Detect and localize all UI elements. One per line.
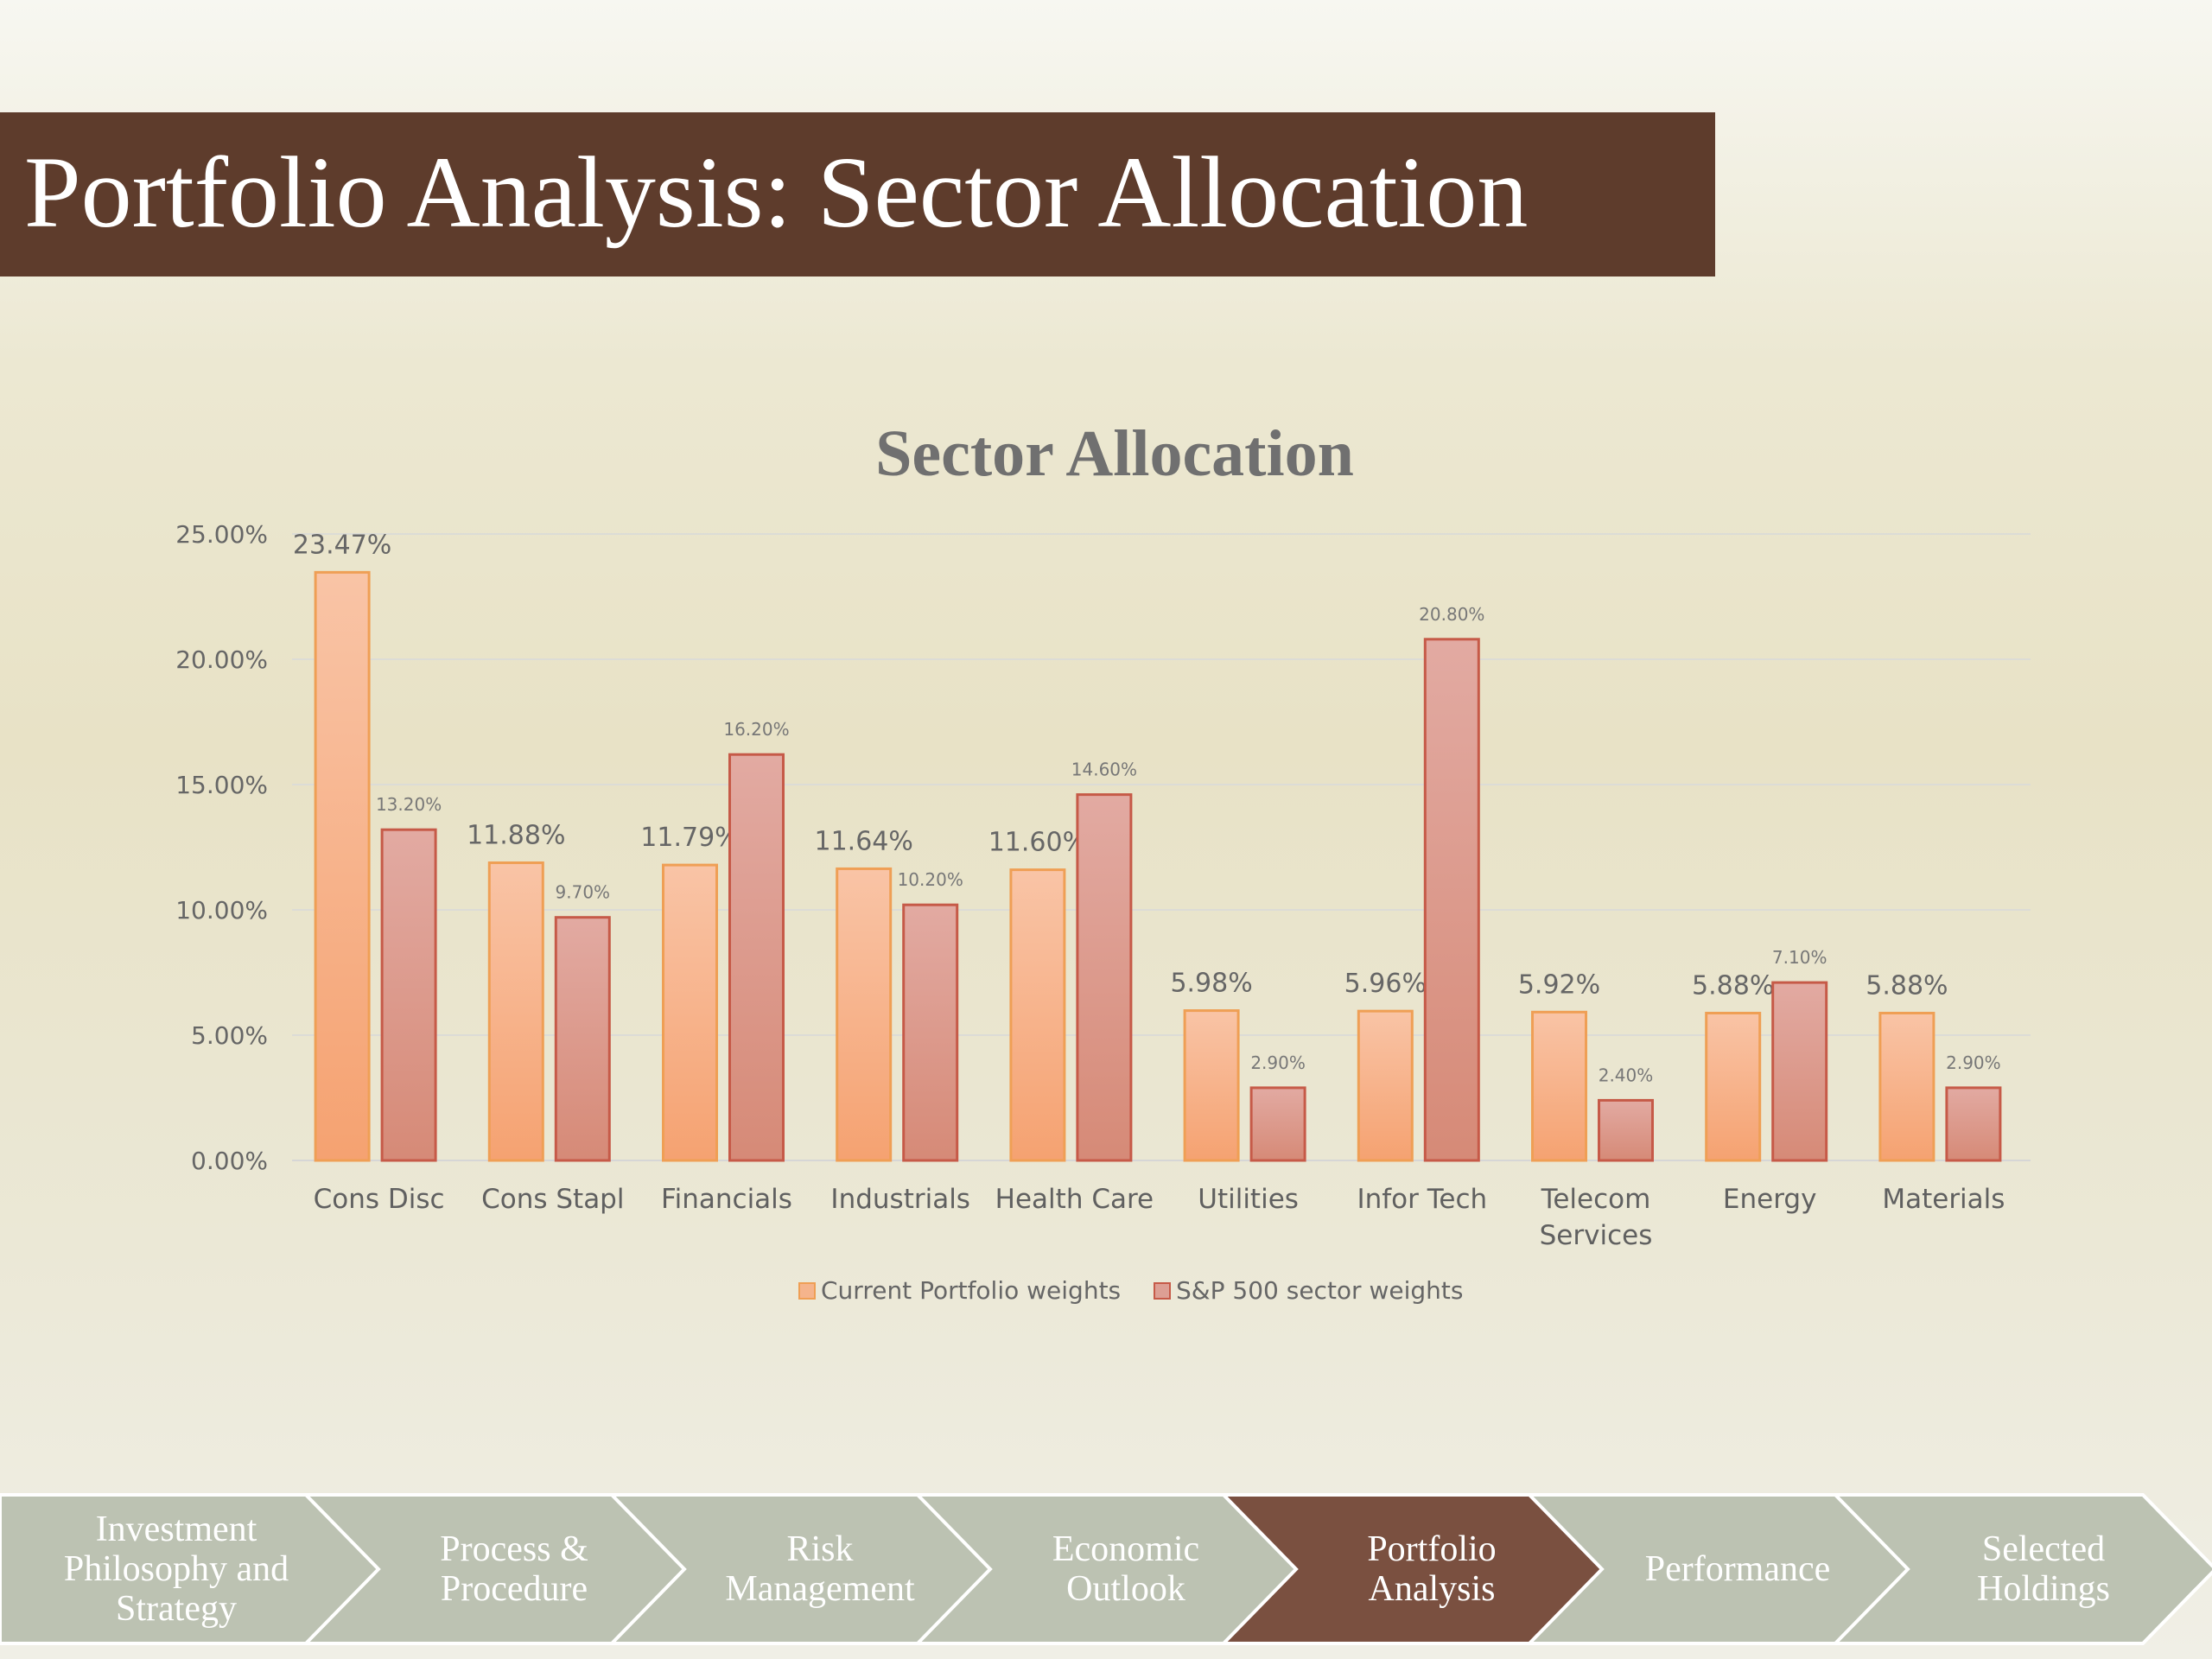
x-tick-label: Cons Disc [314,1184,445,1215]
bar-sp500 [728,753,785,1162]
y-tick-label: 0.00% [191,1147,268,1175]
y-tick-label: 5.00% [191,1021,268,1050]
nav-item-process-procedure[interactable]: Process & Procedure [440,1529,588,1609]
x-tick-label: Energy [1723,1184,1817,1215]
bar-current-portfolio [1705,1011,1762,1162]
bar-current-portfolio [1009,868,1066,1162]
data-label-current-portfolio: 5.88% [1866,970,1948,1001]
data-label-sp500: 2.90% [1946,1052,2001,1073]
x-tick-label: Cons Stapl [481,1184,624,1215]
x-tick-label: Financials [661,1184,792,1215]
y-tick-label: 20.00% [175,645,268,674]
data-label-current-portfolio: 23.47% [293,530,391,560]
chart-legend: Current Portfolio weights S&P 500 sector … [798,1276,1463,1305]
bar-current-portfolio [487,861,544,1162]
legend-label-sp500: S&P 500 sector weights [1176,1276,1463,1305]
x-tick-label: Materials [1882,1184,2005,1215]
nav-item-performance[interactable]: Performance [1644,1549,1831,1589]
x-tick-label: Infor Tech [1357,1184,1487,1215]
x-tick-label: Utilities [1198,1184,1299,1215]
data-label-current-portfolio: 5.96% [1344,969,1427,999]
bar-sp500 [902,903,959,1162]
bar-sp500 [1945,1086,2002,1162]
slide-title: Portfolio Analysis: Sector Allocation [24,136,1529,249]
nav-item-economic-outlook[interactable]: Economic Outlook [1052,1529,1200,1609]
legend-swatch-current-portfolio [798,1282,816,1300]
nav-item-investment-philosophy-and-strategy[interactable]: Investment Philosophy and Strategy [63,1510,289,1629]
x-tick-label: Telecom Services [1540,1184,1653,1251]
data-label-current-portfolio: 11.88% [467,820,565,850]
bar-current-portfolio [836,867,893,1162]
data-label-current-portfolio: 11.64% [815,826,913,856]
data-label-current-portfolio: 5.98% [1170,969,1252,999]
nav-chevron-selected-holdings[interactable] [1831,1493,2212,1645]
data-label-sp500: 20.80% [1419,604,1484,625]
data-label-sp500: 10.20% [898,869,963,890]
bar-current-portfolio [1183,1009,1240,1162]
data-label-sp500: 2.90% [1250,1052,1306,1073]
data-label-sp500: 2.40% [1599,1065,1654,1085]
data-label-sp500: 16.20% [723,719,789,740]
bar-current-portfolio [314,570,371,1162]
bar-sp500 [1076,793,1133,1162]
data-label-current-portfolio: 11.60% [988,828,1087,858]
x-tick-label: Industrials [830,1184,970,1215]
legend-label-current-portfolio: Current Portfolio weights [821,1276,1121,1305]
data-label-sp500: 9.70% [556,882,611,903]
nav-item-selected-holdings[interactable]: Selected Holdings [1976,1529,2110,1609]
bar-current-portfolio [1531,1010,1587,1162]
data-label-current-portfolio: 11.79% [640,823,739,853]
data-label-sp500: 7.10% [1772,947,1827,968]
bar-current-portfolio [1357,1009,1414,1162]
chart-title: Sector Allocation [875,417,1354,490]
section-navigation: Investment Philosophy and Strategy Proces… [0,1491,2212,1647]
x-tick-label: Health Care [995,1184,1154,1215]
bar-sp500 [554,916,611,1162]
bar-current-portfolio [662,863,718,1162]
data-label-current-portfolio: 5.88% [1692,970,1774,1001]
nav-item-portfolio-analysis[interactable]: Portfolio Analysis [1367,1529,1497,1609]
bar-sp500 [1423,638,1480,1162]
y-tick-label: 25.00% [175,520,268,549]
y-tick-label: 15.00% [175,771,268,799]
bar-sp500 [1249,1086,1306,1162]
bar-sp500 [1771,981,1828,1162]
bar-current-portfolio [1878,1011,1936,1162]
nav-item-risk-management[interactable]: Risk Management [725,1529,915,1609]
data-label-sp500: 14.60% [1071,760,1137,780]
data-label-current-portfolio: 5.92% [1518,969,1600,1000]
data-label-sp500: 13.20% [376,794,442,815]
y-tick-label: 10.00% [175,896,268,925]
sector-allocation-chart: Sector Allocation 0.00% 5.00% 10.00% 15.00% 2… [175,417,2031,1305]
bar-sp500 [1598,1098,1654,1162]
slide-title-bar: Portfolio Analysis: Sector Allocation [0,112,1715,276]
legend-swatch-sp500 [1154,1282,1171,1300]
bar-sp500 [380,828,437,1162]
